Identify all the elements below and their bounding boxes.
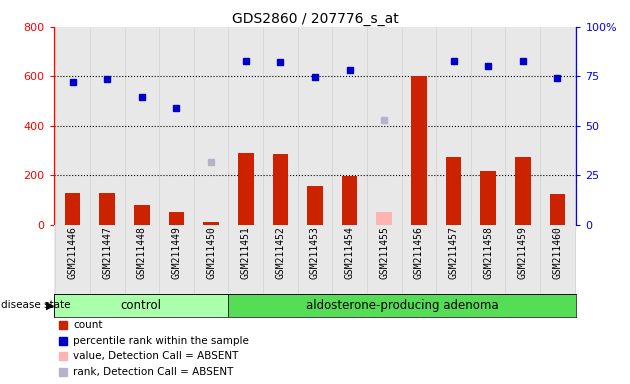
Bar	[65, 192, 81, 225]
Text: GSM211458: GSM211458	[483, 226, 493, 279]
Bar	[100, 192, 115, 225]
Text: GSM211455: GSM211455	[379, 226, 389, 279]
Text: value, Detection Call = ABSENT: value, Detection Call = ABSENT	[74, 351, 239, 361]
Text: GSM211449: GSM211449	[171, 226, 181, 279]
Text: GSM211448: GSM211448	[137, 226, 147, 279]
Text: GSM211460: GSM211460	[553, 226, 563, 279]
Bar	[203, 222, 219, 225]
Title: GDS2860 / 207776_s_at: GDS2860 / 207776_s_at	[232, 12, 398, 26]
Text: GSM211450: GSM211450	[206, 226, 216, 279]
Bar	[134, 205, 150, 225]
Text: GSM211456: GSM211456	[414, 226, 424, 279]
Bar	[549, 194, 565, 225]
Bar	[169, 212, 185, 225]
Text: disease state: disease state	[1, 300, 70, 310]
Text: aldosterone-producing adenoma: aldosterone-producing adenoma	[306, 299, 498, 312]
Bar	[273, 154, 288, 225]
Bar	[515, 157, 530, 225]
Text: GSM211457: GSM211457	[449, 226, 459, 279]
Bar	[480, 172, 496, 225]
Bar	[411, 76, 427, 225]
Bar	[446, 157, 461, 225]
Bar	[228, 294, 576, 317]
Bar	[307, 186, 323, 225]
Bar	[377, 212, 392, 225]
Text: GSM211447: GSM211447	[102, 226, 112, 279]
Text: GSM211453: GSM211453	[310, 226, 320, 279]
Text: control: control	[120, 299, 161, 312]
Text: GSM211452: GSM211452	[275, 226, 285, 279]
Bar	[342, 176, 357, 225]
Text: GSM211446: GSM211446	[67, 226, 77, 279]
Text: ▶: ▶	[46, 300, 54, 310]
Bar	[238, 153, 253, 225]
Text: rank, Detection Call = ABSENT: rank, Detection Call = ABSENT	[74, 367, 234, 377]
Text: count: count	[74, 320, 103, 330]
Text: GSM211459: GSM211459	[518, 226, 528, 279]
Text: percentile rank within the sample: percentile rank within the sample	[74, 336, 249, 346]
Text: GSM211454: GSM211454	[345, 226, 355, 279]
Text: GSM211451: GSM211451	[241, 226, 251, 279]
Bar	[54, 294, 228, 317]
